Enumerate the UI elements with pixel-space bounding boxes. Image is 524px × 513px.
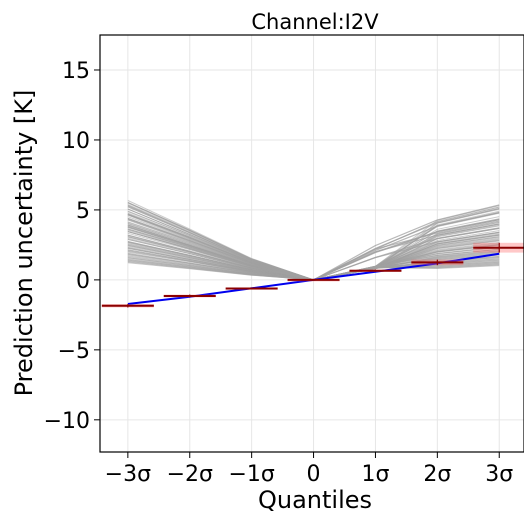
x-tick-label: 1σ: [361, 462, 389, 487]
x-tick-label: 2σ: [423, 462, 451, 487]
x-axis-ticks: −3σ −2σ −1σ 0 1σ 2σ 3σ: [105, 452, 513, 487]
y-tick-label: 0: [76, 269, 90, 294]
x-axis-label: Quantiles: [258, 486, 372, 513]
y-tick-label: 5: [76, 199, 90, 224]
y-tick-label: 10: [62, 129, 90, 154]
y-axis-label: Prediction uncertainty [K]: [10, 90, 38, 397]
x-tick-label: −3σ: [105, 462, 151, 487]
y-tick-label: −10: [44, 409, 90, 434]
x-tick-label: 0: [307, 462, 321, 487]
plot-frame: [99, 34, 524, 453]
chart-title: Channel:I2V: [251, 10, 379, 34]
y-axis-ticks: −10 −5 0 5 10 15: [44, 59, 100, 434]
x-tick-label: −2σ: [167, 462, 213, 487]
y-tick-label: 15: [62, 59, 90, 84]
x-tick-label: −1σ: [228, 462, 274, 487]
observed-markers: [101, 242, 524, 308]
y-tick-label: −5: [58, 339, 90, 364]
x-tick-label: 3σ: [485, 462, 513, 487]
